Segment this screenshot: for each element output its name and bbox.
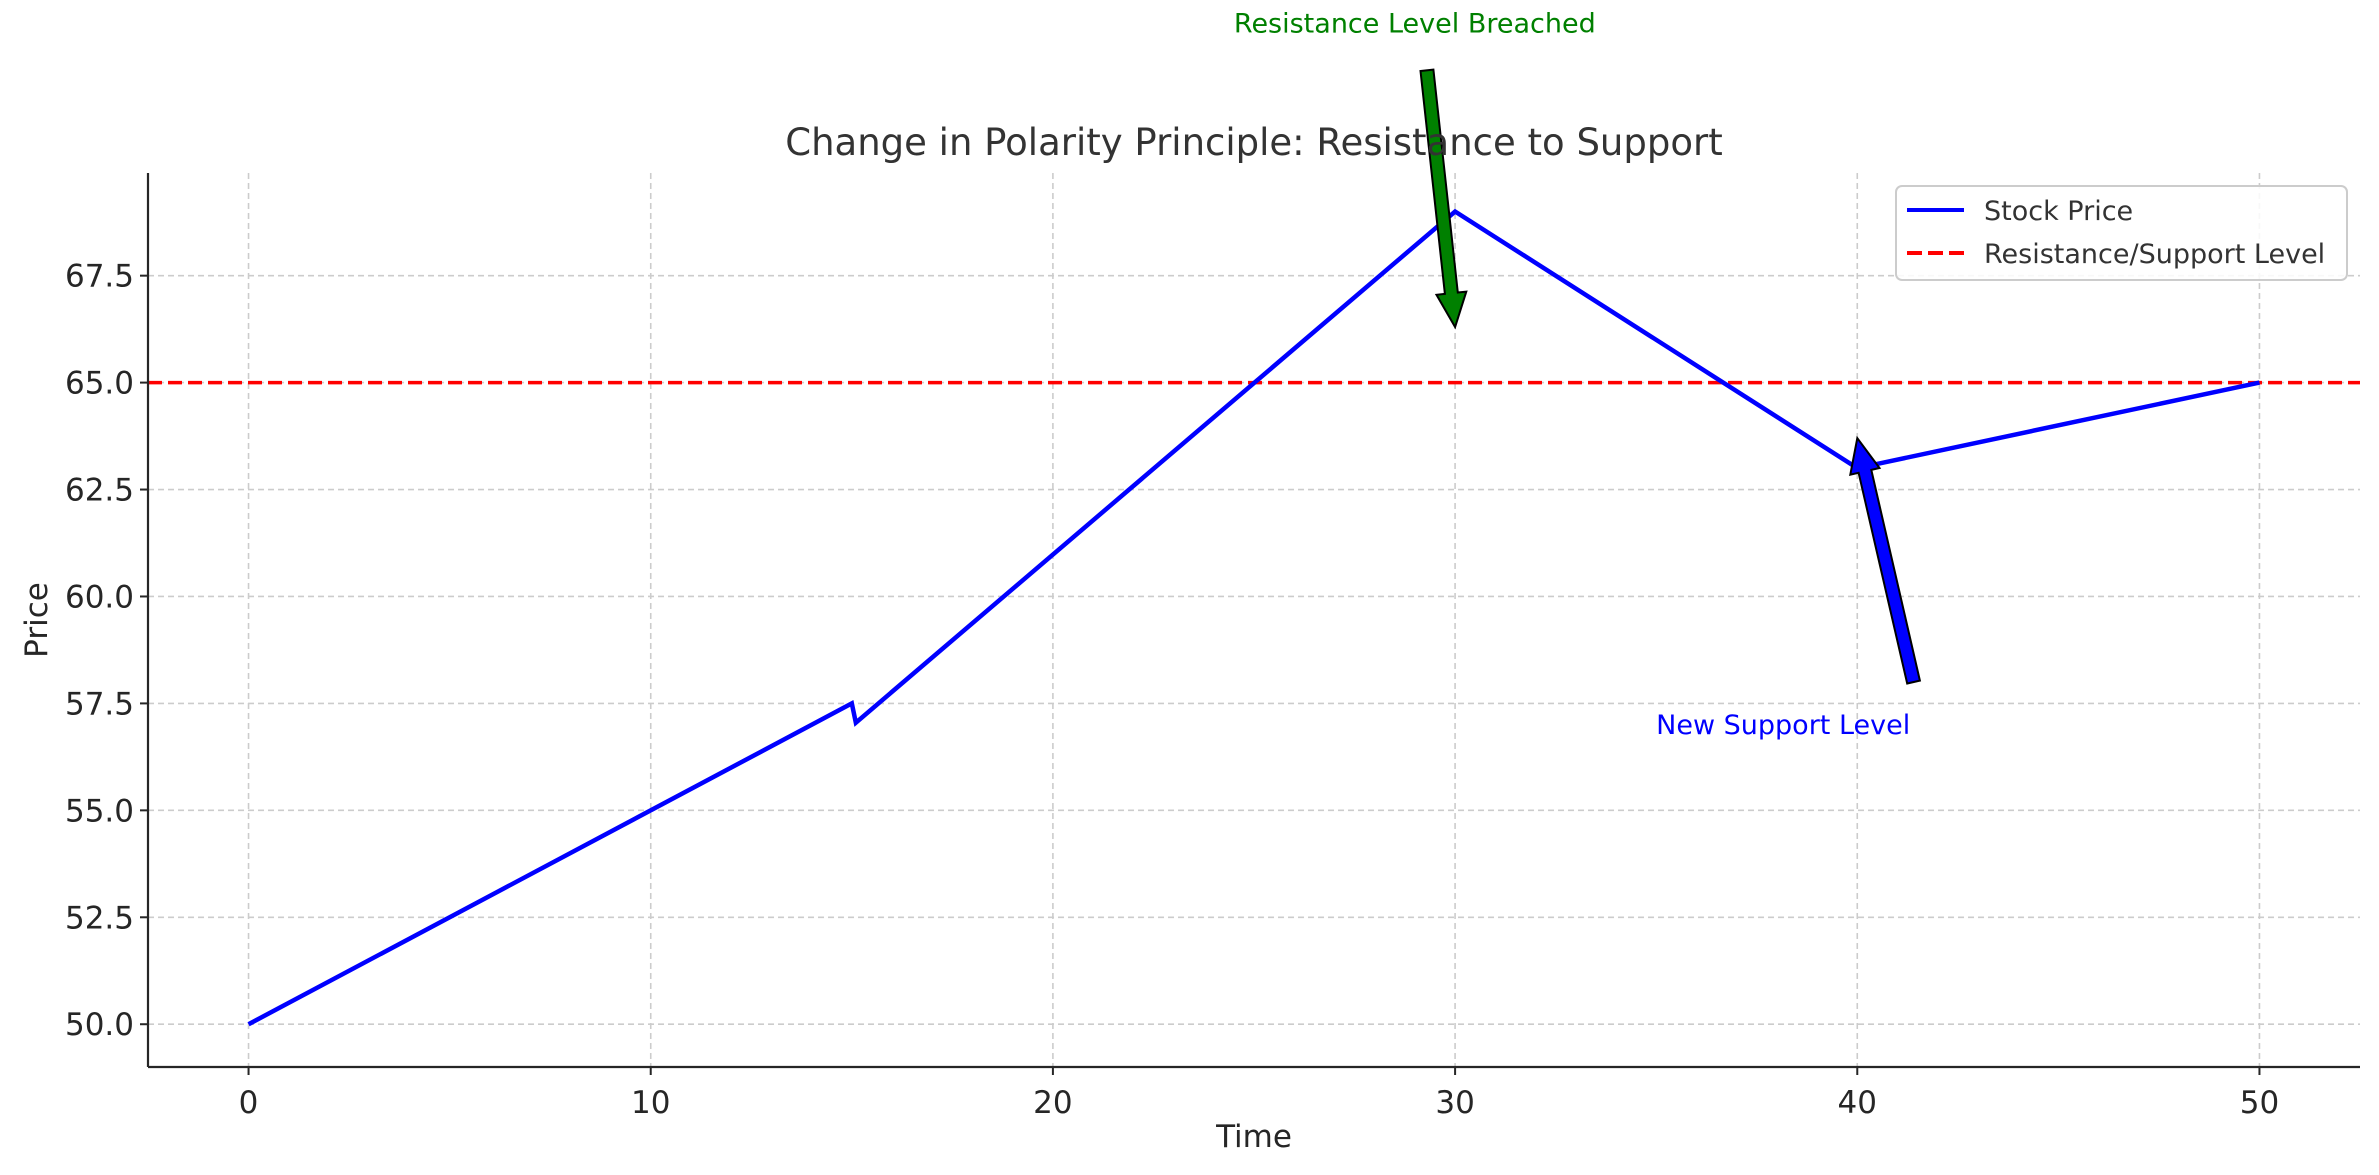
annotation-arrow xyxy=(1849,435,1922,685)
y-tick-label: 50.0 xyxy=(65,1007,134,1043)
legend-label-resistance-support: Resistance/Support Level xyxy=(1984,239,2325,270)
x-tick-label: 10 xyxy=(631,1085,670,1121)
y-tick-label: 67.5 xyxy=(65,259,134,295)
y-tick-label: 65.0 xyxy=(65,366,134,402)
series-lines xyxy=(247,208,2260,1027)
x-tick-label: 50 xyxy=(2240,1085,2279,1121)
x-tick-label: 20 xyxy=(1033,1085,1072,1121)
annotation-label: New Support Level xyxy=(1656,710,1910,741)
annotation-arrow xyxy=(1419,68,1468,330)
x-tick-label: 0 xyxy=(239,1085,259,1121)
y-tick-label: 52.5 xyxy=(65,900,134,936)
stock-price-line xyxy=(247,208,2260,1027)
y-axis-label: Price xyxy=(19,582,55,658)
chart-title: Change in Polarity Principle: Resistance… xyxy=(785,121,1722,164)
legend-label-stock-price: Stock Price xyxy=(1984,196,2133,227)
x-axis-label: Time xyxy=(1215,1119,1292,1155)
x-tick-label: 40 xyxy=(1838,1085,1877,1121)
legend: Stock Price Resistance/Support Level xyxy=(1895,185,2348,281)
x-tick-label: 30 xyxy=(1435,1085,1474,1121)
y-tick-label: 55.0 xyxy=(65,793,134,829)
annotation-label: Resistance Level Breached xyxy=(1234,8,1596,39)
ticks: 0 10 20 30 40 50 50.0 52.5 55.0 57.5 60.0 62.5 65.0 6… xyxy=(65,259,2279,1121)
y-tick-label: 57.5 xyxy=(65,686,134,722)
legend-box xyxy=(1895,185,2348,281)
y-tick-label: 60.0 xyxy=(65,579,134,615)
annotations: Resistance Level Breached New Support Lev… xyxy=(1234,8,1922,741)
y-tick-label: 62.5 xyxy=(65,473,134,509)
